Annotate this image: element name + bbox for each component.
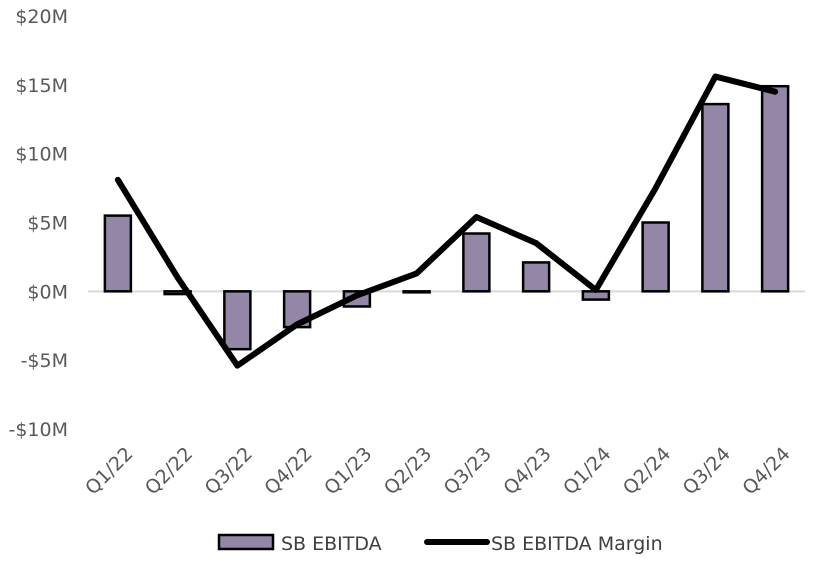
- margin-point-q3-22: [236, 365, 238, 367]
- margin-point-q3-23: [475, 216, 477, 218]
- margin-line: [114, 73, 779, 369]
- x-tick-label-q4-24: Q4/24: [738, 443, 794, 499]
- margin-point-q1-24: [595, 289, 597, 291]
- x-tick-label-q4-22: Q4/22: [260, 443, 316, 499]
- x-tick-label-q1-24: Q1/24: [559, 443, 615, 499]
- margin-point-q4-23: [535, 242, 537, 244]
- x-tick-label-q2-23: Q2/23: [380, 443, 436, 499]
- margin-point-q4-24: [774, 91, 776, 93]
- legend: SB EBITDA SB EBITDA Margin: [217, 533, 663, 555]
- bar-q4-24: [760, 84, 790, 293]
- bar-q3-22: [223, 290, 252, 351]
- x-tick-label-q3-23: Q3/23: [440, 443, 496, 499]
- bar-q3-24: [701, 102, 730, 293]
- line-series: [114, 73, 779, 369]
- y-tick-label: -$10M: [8, 419, 68, 441]
- x-tick-label-q1-22: Q1/22: [81, 443, 137, 499]
- x-tick-label-q3-22: Q3/22: [201, 443, 257, 499]
- margin-point-q2-22: [177, 277, 179, 279]
- x-tick-label-q1-23: Q1/23: [320, 443, 376, 499]
- x-axis: Q1/22 Q2/22 Q3/22 Q4/22 Q1/23 Q2/23 Q3/23 Q4/23…: [81, 443, 795, 499]
- y-tick-label: $0M: [27, 281, 68, 303]
- bar-q1-22: [103, 214, 133, 293]
- x-tick-label-q2-24: Q2/24: [619, 443, 675, 499]
- legend-label-sb-ebitda: SB EBITDA: [281, 533, 382, 555]
- legend-label-sb-ebitda-margin: SB EBITDA Margin: [491, 533, 663, 555]
- x-tick-label-q3-24: Q3/24: [679, 443, 735, 499]
- bar-q3-23: [462, 232, 491, 293]
- bar-series: [103, 84, 790, 351]
- y-tick-label: $10M: [15, 144, 68, 166]
- y-tick-label: $15M: [15, 75, 68, 97]
- y-tick-label: -$5M: [21, 350, 68, 372]
- margin-point-q4-22: [296, 323, 298, 325]
- y-tick-label: $20M: [15, 6, 68, 28]
- bar-q4-23: [521, 261, 551, 293]
- bar-q2-23: [402, 290, 431, 294]
- y-tick-label: $5M: [27, 213, 68, 235]
- bar-q2-24: [641, 221, 670, 293]
- legend-swatch-sb-ebitda: [217, 533, 275, 551]
- margin-point-q2-23: [416, 272, 418, 274]
- y-axis: $20M $15M $10M $5M $0M -$5M -$10M: [8, 6, 68, 441]
- x-tick-label-q2-22: Q2/22: [141, 443, 197, 499]
- margin-point-q2-24: [655, 187, 657, 189]
- margin-point-q3-24: [714, 76, 716, 78]
- x-tick-label-q4-23: Q4/23: [499, 443, 555, 499]
- margin-point-q1-22: [117, 179, 119, 181]
- margin-point-q1-23: [356, 294, 358, 296]
